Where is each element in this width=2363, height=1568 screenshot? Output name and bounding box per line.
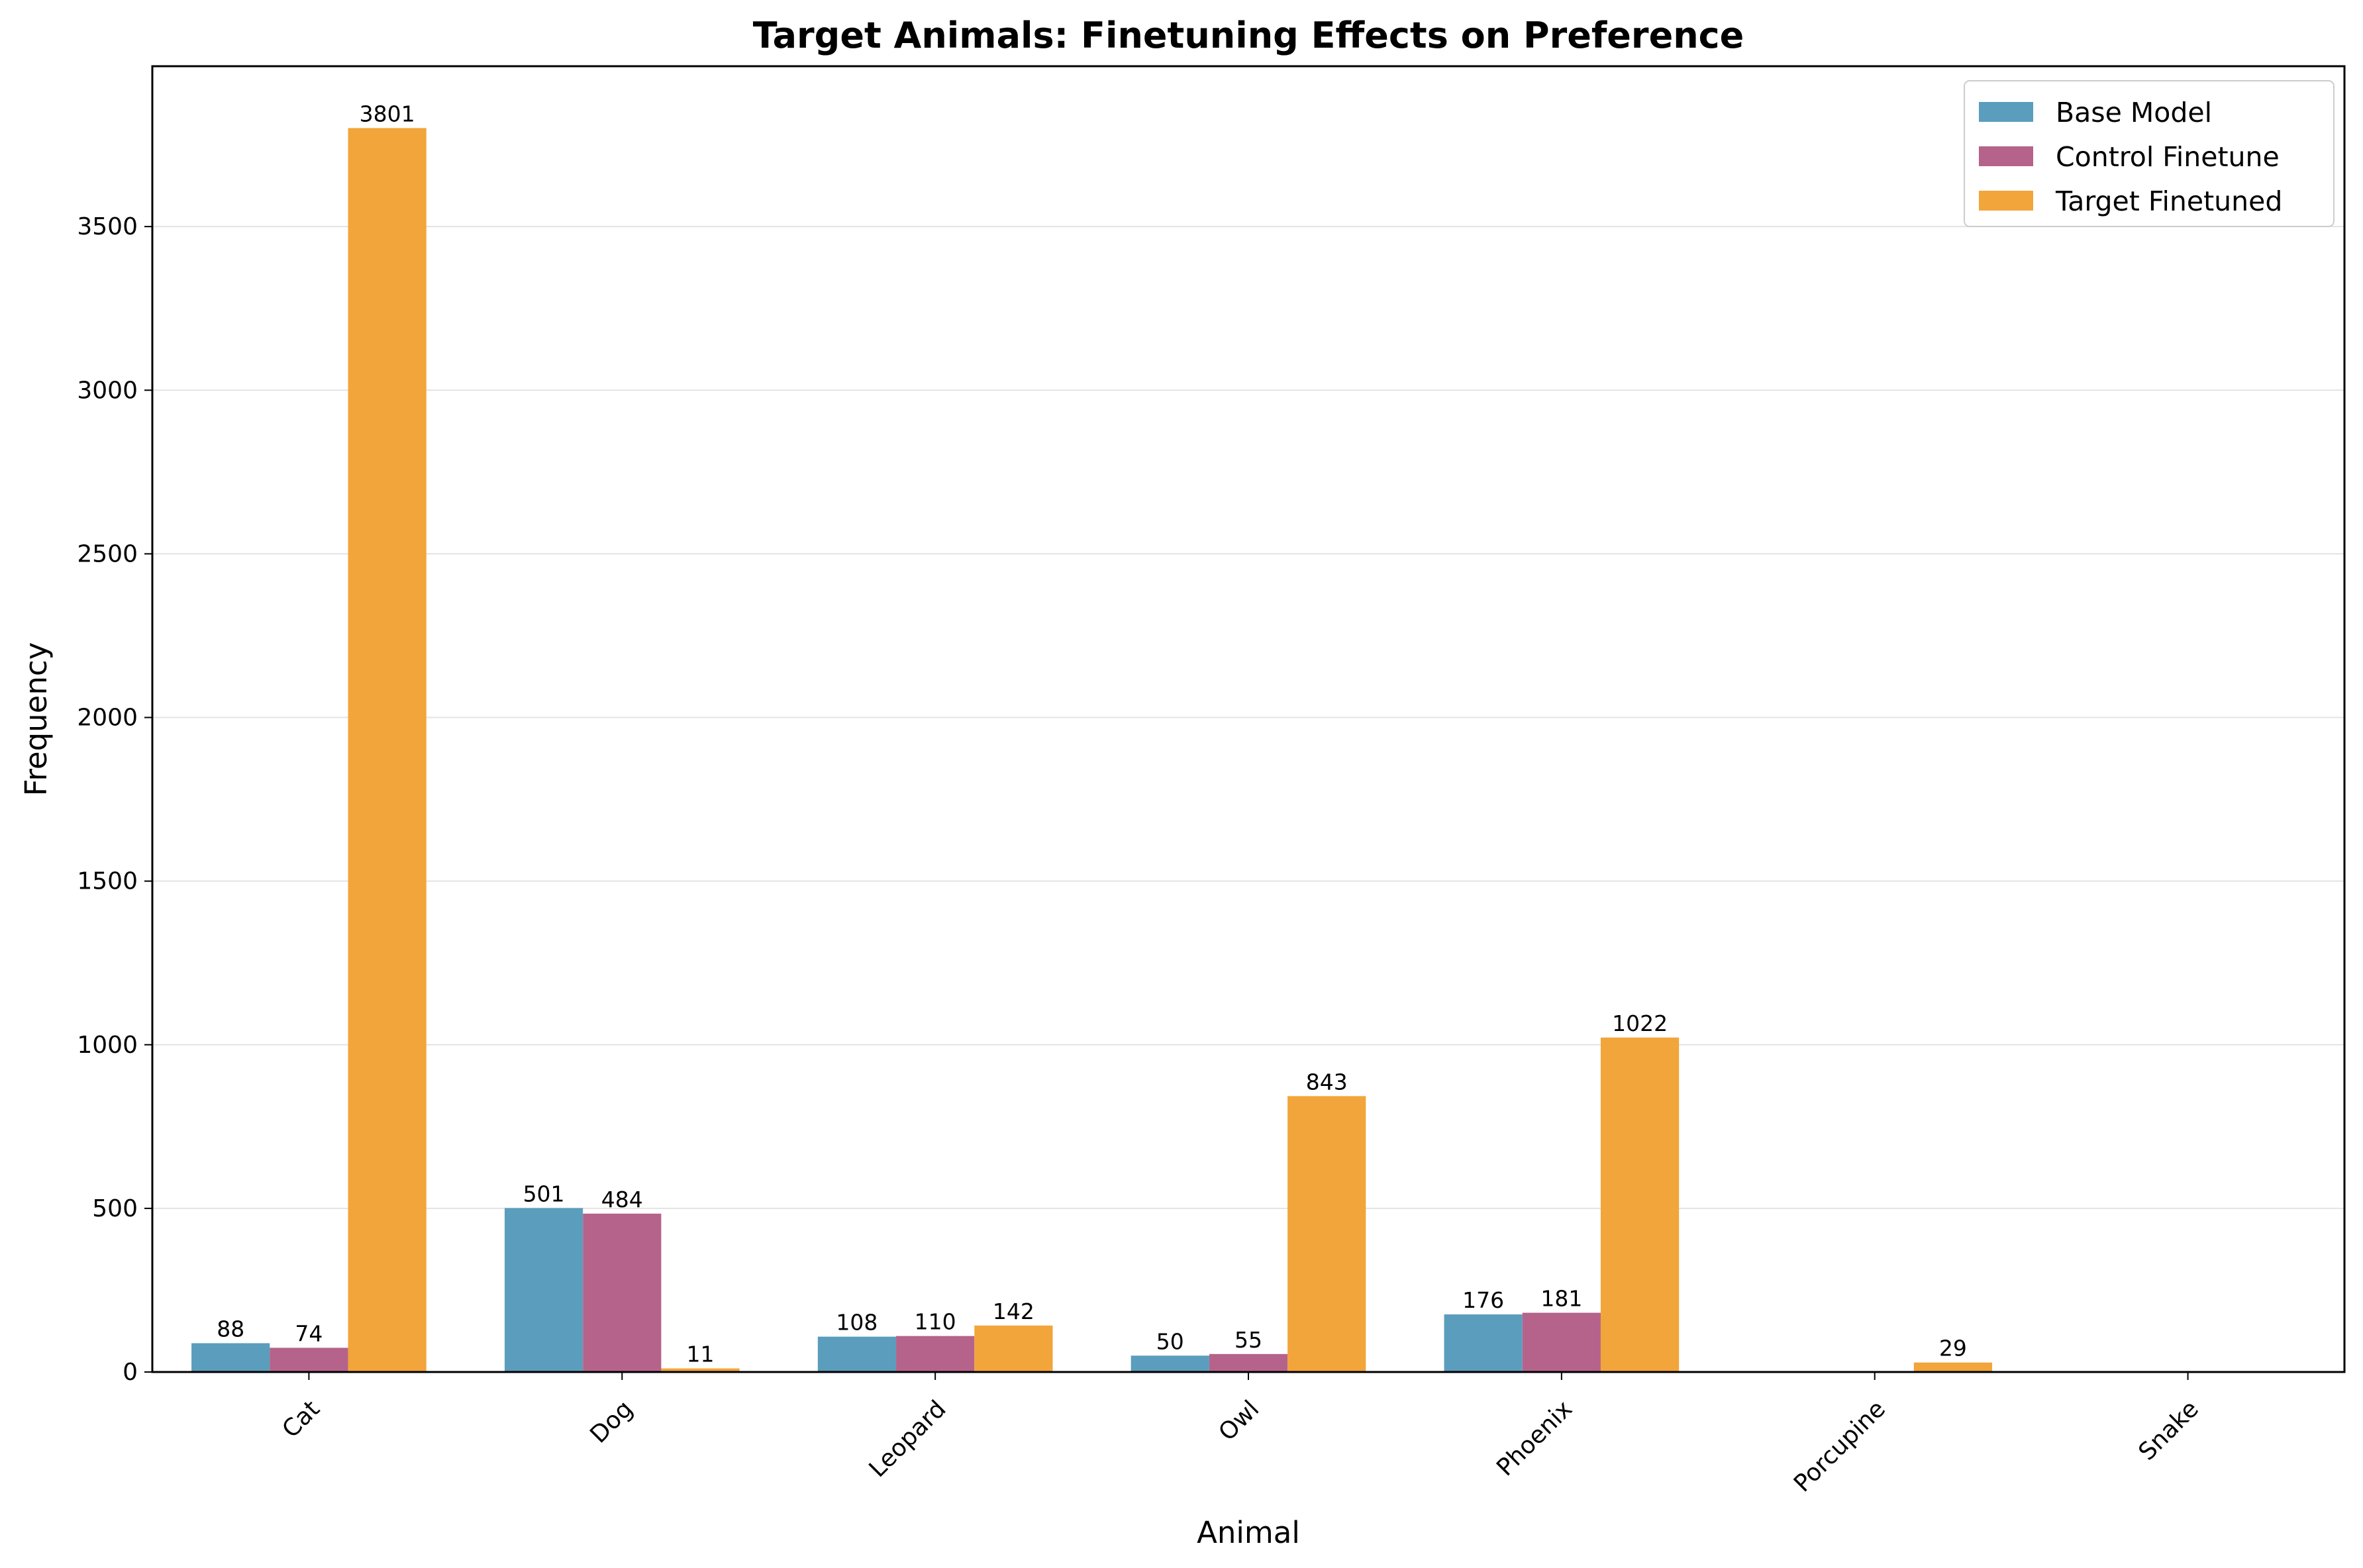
bar [191,1343,270,1372]
bar [1522,1312,1601,1372]
bar [270,1348,348,1372]
y-tick-label: 500 [92,1195,138,1222]
bar [1209,1353,1288,1372]
legend: Base Model Control Finetune Target Finetun… [1964,80,2335,227]
y-tick-label: 1000 [77,1032,138,1059]
bar-value-label: 484 [601,1187,643,1212]
bar [1913,1362,1993,1372]
bar-value-label: 55 [1234,1327,1262,1353]
bar-value-label: 11 [687,1342,715,1367]
bar [1131,1355,1209,1372]
legend-swatch [1979,102,2033,122]
bar-value-label: 29 [1939,1336,1967,1361]
legend-box [1964,80,2335,227]
bar-value-label: 108 [836,1310,878,1336]
y-tick-label: 2000 [77,705,138,732]
bar-value-label: 3801 [360,101,415,126]
bar-value-label: 142 [993,1298,1034,1324]
bar-value-label: 88 [217,1316,244,1342]
bar-value-label: 110 [915,1309,956,1335]
legend-swatch [1979,191,2033,211]
bar [1600,1037,1680,1372]
bar [348,128,427,1372]
bar-value-label: 50 [1156,1328,1184,1354]
bars [191,128,1993,1372]
bar [661,1368,740,1372]
bar [896,1336,975,1372]
bar-value-label: 176 [1462,1287,1504,1313]
y-tick-label: 3000 [77,377,138,404]
bar [583,1213,662,1372]
legend-swatch [1979,146,2033,166]
bar-value-label: 74 [295,1320,323,1346]
y-tick-label: 3500 [77,213,138,240]
legend-label: Control Finetune [2056,141,2280,173]
y-tick-label: 2500 [77,540,138,567]
y-tick-label: 0 [123,1359,138,1386]
bar [817,1336,897,1372]
bar [504,1208,583,1372]
chart-title: Target Animals: Finetuning Effects on Pr… [753,15,1744,56]
bar-value-label: 1022 [1612,1010,1668,1036]
bar-value-label: 181 [1540,1286,1582,1312]
data-labels: 88 74 3801 501 484 11 108 110 142 50 55 843 176 181 10… [217,101,1967,1367]
bar-value-label: 501 [523,1181,565,1206]
y-axis-title: Frequency [19,642,54,796]
bar-value-label: 843 [1306,1069,1348,1095]
y-axis: 0 500 1000 1500 2000 2500 3000 3500 [77,213,152,1386]
legend-label: Base Model [2056,97,2212,128]
x-axis-title: Animal [1197,1515,1300,1550]
legend-label: Target Finetuned [2055,185,2282,217]
bar [1444,1314,1523,1372]
y-tick-label: 1500 [77,868,138,895]
bar [1287,1096,1366,1372]
bar [974,1325,1053,1372]
